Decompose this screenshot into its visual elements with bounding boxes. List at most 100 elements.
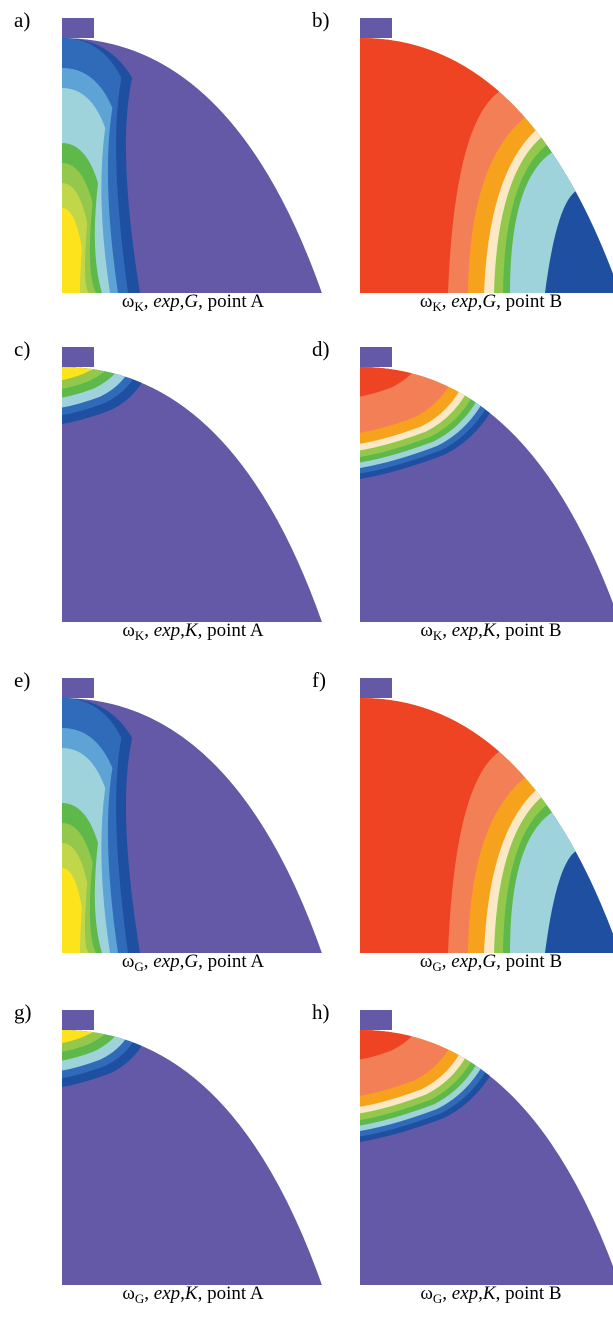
contour-background <box>62 1030 322 1285</box>
caption-italic-var: G <box>184 291 199 312</box>
panel-g: g) ωG, exp,K, point A <box>14 1000 322 1330</box>
caption-sep: , <box>442 1283 452 1304</box>
panel-caption: ωG, exp,K, point A <box>62 1282 324 1306</box>
caption-symbol: ω <box>419 951 433 972</box>
indenter-block <box>360 347 392 367</box>
contour-band-yellow <box>62 868 84 953</box>
contour-svg <box>360 18 613 293</box>
caption-italic-exp: exp <box>153 1283 181 1304</box>
caption-italic-exp: exp <box>451 951 478 972</box>
caption-italic-var: K <box>482 1283 496 1304</box>
caption-symbol: ω <box>419 291 433 312</box>
caption-comma: , <box>477 291 483 312</box>
caption-point: , point A <box>197 1283 264 1304</box>
contour-svg <box>360 1010 613 1285</box>
panel-caption: ωG, exp,K, point B <box>360 1282 613 1306</box>
contour-band-red <box>360 38 505 293</box>
panel-label: d) <box>312 337 330 361</box>
panel-d: d) ωK, exp,K, point B <box>312 337 613 667</box>
contour-svg <box>62 1010 322 1285</box>
caption-comma: , <box>477 951 483 972</box>
caption-symbol: ω <box>121 291 135 312</box>
caption-italic-var: K <box>184 620 198 641</box>
indenter-block <box>62 347 94 367</box>
contour-band-red <box>360 698 505 953</box>
panel-label: g) <box>14 1000 32 1024</box>
contour-svg <box>360 347 613 622</box>
panel-h: h) ωG, exp,K, point B <box>312 1000 613 1330</box>
contour-svg <box>62 18 322 293</box>
panel-label: a) <box>14 8 31 32</box>
panel-caption: ωK, exp,G, point A <box>62 290 324 314</box>
contour-band-yellow <box>62 367 100 380</box>
contour-band-yellow <box>62 1030 100 1043</box>
caption-subscript: G <box>134 959 144 974</box>
caption-subscript: G <box>432 1291 443 1306</box>
contour-plot <box>62 1010 322 1285</box>
caption-comma: , <box>180 1283 185 1304</box>
panel-label: b) <box>312 8 330 32</box>
caption-point: , point A <box>198 291 265 312</box>
caption-italic-exp: exp <box>153 291 180 312</box>
indenter-block <box>360 678 392 698</box>
panel-c: c) ωK, exp,K, point A <box>14 337 322 667</box>
caption-sep: , <box>441 951 452 972</box>
panel-b: b) ωK, exp,G, point B <box>312 8 613 338</box>
caption-symbol: ω <box>420 1283 433 1304</box>
panel-f: f) ωG, exp,G, point B <box>312 668 613 998</box>
caption-point: , point A <box>197 620 264 641</box>
caption-sep: , <box>144 1283 154 1304</box>
caption-symbol: ω <box>122 620 135 641</box>
panel-caption: ωK, exp,G, point B <box>360 290 613 314</box>
contour-plot <box>62 18 322 293</box>
panel-e: e) ωG, exp,G, point A <box>14 668 322 998</box>
caption-italic-var: K <box>184 1283 198 1304</box>
panel-caption: ωG, exp,G, point B <box>360 950 613 974</box>
panel-label: f) <box>312 668 326 692</box>
indenter-block <box>62 678 94 698</box>
caption-italic-exp: exp <box>451 291 478 312</box>
panel-label: e) <box>14 668 31 692</box>
caption-italic-exp: exp <box>451 620 479 641</box>
caption-symbol: ω <box>121 951 135 972</box>
contour-band-red <box>360 1030 417 1060</box>
caption-symbol: ω <box>122 1283 135 1304</box>
indenter-block <box>62 1010 94 1030</box>
indenter-block <box>360 1010 392 1030</box>
caption-italic-exp: exp <box>153 620 181 641</box>
caption-sep: , <box>143 951 154 972</box>
panel-label: c) <box>14 337 31 361</box>
caption-sep: , <box>144 620 154 641</box>
caption-italic-exp: exp <box>153 951 180 972</box>
caption-point: , point B <box>496 291 563 312</box>
caption-comma: , <box>179 291 185 312</box>
contour-svg <box>62 678 322 953</box>
caption-comma: , <box>478 1283 483 1304</box>
contour-band-red <box>360 367 417 397</box>
contour-svg <box>62 347 322 622</box>
caption-subscript: K <box>134 299 144 314</box>
caption-sep: , <box>143 291 154 312</box>
caption-point: , point A <box>198 951 265 972</box>
caption-subscript: G <box>432 959 442 974</box>
caption-point: , point B <box>496 951 563 972</box>
caption-subscript: K <box>432 628 443 643</box>
contour-band-yellow <box>62 208 84 293</box>
contour-plot <box>360 18 613 293</box>
caption-italic-var: G <box>482 951 497 972</box>
contour-plot <box>62 347 322 622</box>
contour-plot <box>360 1010 613 1285</box>
caption-sep: , <box>442 620 452 641</box>
caption-italic-var: G <box>482 291 497 312</box>
contour-background <box>62 367 322 622</box>
panel-a: a) ωK, exp,G, point A <box>14 8 322 338</box>
caption-comma: , <box>180 620 185 641</box>
caption-sep: , <box>441 291 452 312</box>
indenter-block <box>360 18 392 38</box>
caption-italic-var: K <box>482 620 496 641</box>
caption-comma: , <box>179 951 185 972</box>
contour-plot <box>360 347 613 622</box>
contour-svg <box>360 678 613 953</box>
caption-italic-var: G <box>184 951 199 972</box>
panel-caption: ωG, exp,G, point A <box>62 950 324 974</box>
